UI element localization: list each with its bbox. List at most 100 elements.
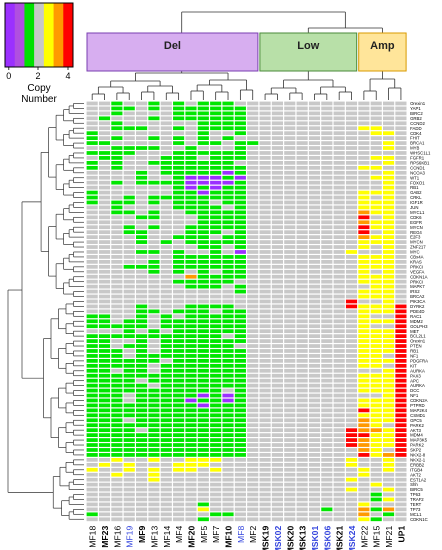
heatmap-cell	[234, 477, 246, 482]
heatmap-cell	[136, 190, 148, 195]
heatmap-cell	[321, 378, 333, 383]
heatmap-cell	[383, 363, 395, 368]
legend-title: Copy	[27, 83, 50, 94]
heatmap-cell	[321, 482, 333, 487]
heatmap-cell	[259, 368, 271, 373]
heatmap-cell	[284, 151, 296, 155]
heatmap-cell	[395, 398, 407, 403]
heatmap-cell	[222, 467, 234, 472]
heatmap-cell	[136, 279, 148, 284]
heatmap-cell	[333, 279, 345, 284]
heatmap-cell	[185, 299, 197, 304]
heatmap-cell	[333, 512, 345, 517]
heatmap-cell	[222, 373, 234, 378]
heatmap-cell	[247, 373, 259, 378]
heatmap-cell	[259, 225, 271, 230]
heatmap-cell	[185, 121, 197, 126]
row-label: PTEN	[410, 344, 421, 349]
heatmap-cell	[383, 161, 395, 165]
heatmap-cell	[234, 314, 246, 319]
column-label: MF13	[149, 526, 159, 548]
heatmap-cell	[98, 408, 111, 413]
heatmap-cell	[148, 235, 160, 239]
heatmap-cell	[308, 497, 321, 502]
heatmap-cell	[173, 131, 185, 136]
heatmap-cell	[160, 175, 172, 180]
heatmap-cell	[358, 462, 370, 467]
heatmap-cell	[321, 423, 333, 428]
heatmap-cell	[185, 339, 197, 343]
heatmap-cell	[197, 359, 209, 363]
heatmap-cell	[345, 264, 358, 269]
heatmap-cell	[160, 492, 172, 497]
heatmap-cell	[185, 205, 197, 210]
heatmap-cell	[210, 220, 222, 225]
heatmap-cell	[333, 517, 345, 522]
heatmap-cell	[173, 200, 185, 205]
row-label: Orexin1	[410, 339, 426, 344]
row-label: TRAF2	[410, 497, 424, 502]
heatmap-cell	[370, 398, 382, 403]
heatmap-cell	[234, 388, 246, 393]
heatmap-cell	[197, 161, 209, 165]
heatmap-cell	[358, 200, 370, 205]
heatmap-cell	[86, 304, 98, 309]
heatmap-cell	[370, 408, 382, 413]
heatmap-cell	[284, 472, 296, 477]
heatmap-cell	[173, 121, 185, 126]
column-label: MF7	[211, 526, 221, 543]
heatmap-cell	[383, 354, 395, 358]
heatmap-cell	[148, 146, 160, 150]
heatmap-cell	[123, 482, 135, 487]
heatmap-cell	[321, 472, 333, 477]
heatmap-cell	[160, 517, 172, 522]
heatmap-cell	[296, 512, 308, 517]
heatmap-cell	[247, 195, 259, 200]
heatmap-cell	[296, 388, 308, 393]
heatmap-cell	[111, 458, 123, 462]
heatmap-cell	[98, 334, 111, 338]
heatmap-cell	[210, 126, 222, 131]
heatmap-cell	[284, 418, 296, 423]
heatmap-cell	[383, 433, 395, 437]
heatmap-cell	[222, 324, 234, 329]
heatmap-cell	[148, 418, 160, 423]
row-label: CDKN2A	[410, 398, 428, 403]
heatmap-cell	[222, 111, 234, 116]
heatmap-cell	[308, 453, 321, 457]
heatmap-cell	[123, 225, 135, 230]
row-label: BIRC5	[410, 487, 423, 492]
heatmap-cell	[197, 106, 209, 111]
heatmap-cell	[247, 368, 259, 373]
heatmap-cell	[308, 230, 321, 235]
heatmap-cell	[222, 205, 234, 210]
heatmap-cell	[123, 349, 135, 353]
heatmap-cell	[148, 467, 160, 472]
heatmap-cell	[370, 121, 382, 126]
heatmap-cell	[185, 398, 197, 403]
heatmap-cell	[333, 482, 345, 487]
heatmap-cell	[296, 492, 308, 497]
heatmap-cell	[308, 260, 321, 264]
heatmap-cell	[259, 487, 271, 492]
row-label: FOXO1	[410, 180, 425, 185]
heatmap-cell	[370, 225, 382, 230]
heatmap-cell	[345, 156, 358, 160]
heatmap-cell	[395, 146, 407, 150]
heatmap-cell	[86, 111, 98, 116]
heatmap-cell	[333, 165, 345, 170]
heatmap-cell	[284, 373, 296, 378]
heatmap-cell	[160, 225, 172, 230]
heatmap-cell	[271, 423, 283, 428]
heatmap-cell	[173, 472, 185, 477]
heatmap-cell	[345, 131, 358, 136]
heatmap-cell	[210, 438, 222, 442]
heatmap-cell	[271, 161, 283, 165]
column-label: MF14	[162, 526, 172, 548]
heatmap-cell	[259, 121, 271, 126]
heatmap-cell	[111, 121, 123, 126]
heatmap-cell	[98, 116, 111, 121]
heatmap-cell	[271, 448, 283, 452]
heatmap-cell	[247, 106, 259, 111]
heatmap-cell	[383, 190, 395, 195]
